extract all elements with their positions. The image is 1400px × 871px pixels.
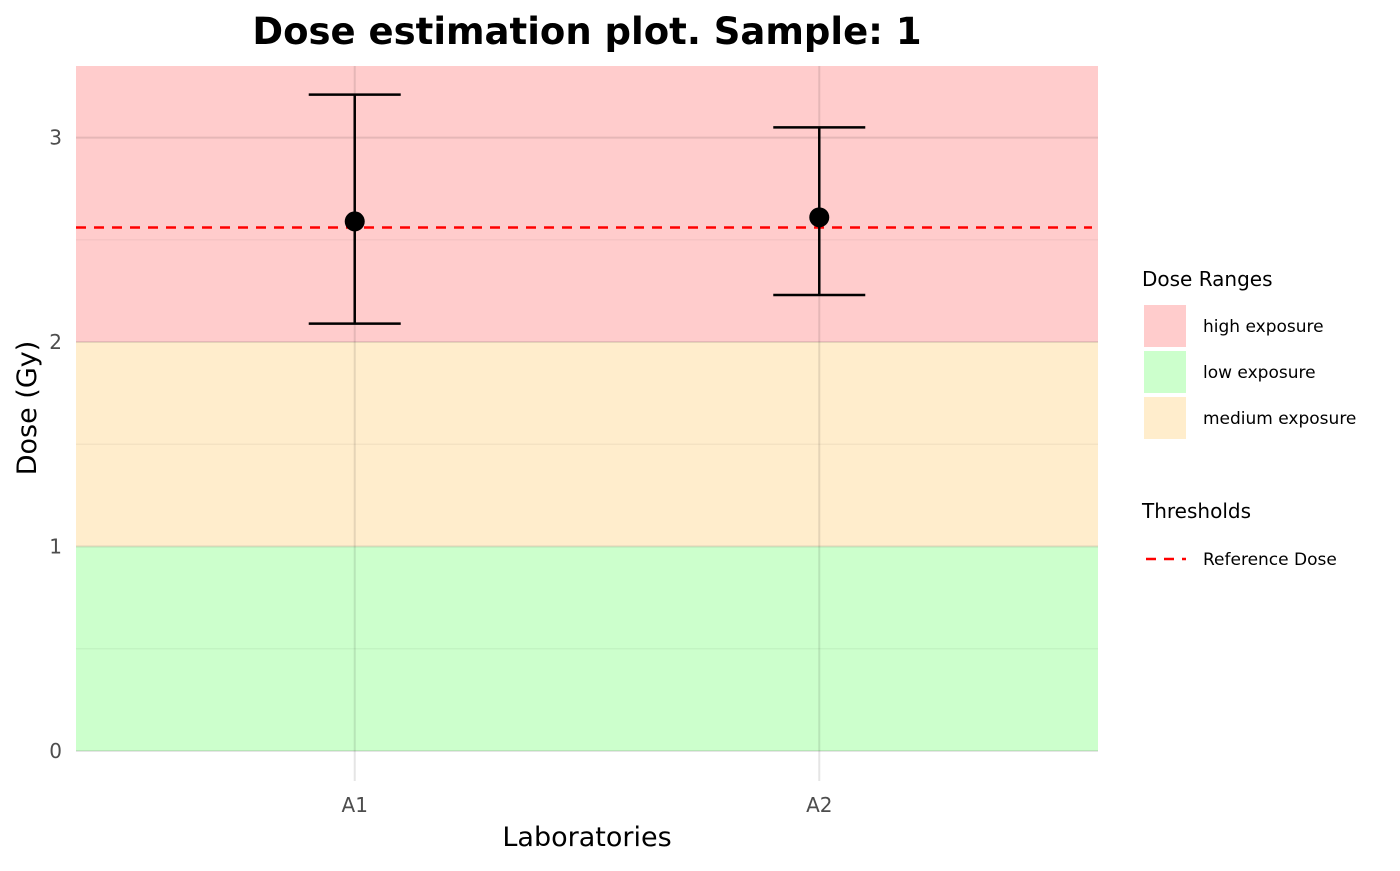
legend-dose-range-items: high exposure low exposure medium exposure (1144, 305, 1356, 439)
x-tick-label: A2 (806, 793, 832, 817)
legend-label: low exposure (1203, 363, 1316, 383)
x-axis-title: Laboratories (502, 822, 671, 853)
legend-swatch (1144, 305, 1186, 347)
legend-title-thresholds: Thresholds (1141, 499, 1251, 523)
legend-item-low-exposure: low exposure (1144, 351, 1316, 393)
chart-title: Dose estimation plot. Sample: 1 (252, 10, 921, 53)
legend-swatch (1144, 397, 1186, 439)
data-points (344, 207, 830, 232)
legend-label: high exposure (1203, 317, 1324, 337)
point-A2 (809, 207, 830, 228)
x-tick-label: A1 (342, 793, 368, 817)
y-tick-labels: 0 1 2 3 (49, 126, 62, 763)
y-tick-label: 1 (49, 535, 62, 559)
y-tick-label: 0 (49, 739, 62, 763)
legend-swatch (1144, 351, 1186, 393)
y-tick-label: 2 (49, 330, 62, 354)
legend-item-reference-dose: Reference Dose (1146, 550, 1337, 570)
legend: Dose Ranges high exposure low exposure med… (1141, 267, 1356, 570)
y-axis-title: Dose (Gy) (12, 341, 43, 476)
y-tick-label: 3 (49, 126, 62, 150)
legend-threshold-items: Reference Dose (1146, 550, 1337, 570)
point-A1 (344, 211, 365, 232)
legend-label: Reference Dose (1203, 550, 1337, 570)
legend-title-dose-ranges: Dose Ranges (1142, 267, 1273, 291)
gridlines (76, 66, 1098, 781)
x-tick-labels: A1 A2 (342, 793, 833, 817)
legend-item-high-exposure: high exposure (1144, 305, 1324, 347)
legend-item-medium-exposure: medium exposure (1144, 397, 1356, 439)
error-bars (308, 93, 866, 325)
dose-range-bands (76, 66, 1098, 751)
error-bar-A1 (308, 93, 401, 325)
band-medium-exposure (76, 342, 1098, 547)
band-high-exposure (76, 66, 1098, 343)
band-low-exposure (76, 546, 1098, 751)
legend-label: medium exposure (1203, 409, 1356, 429)
